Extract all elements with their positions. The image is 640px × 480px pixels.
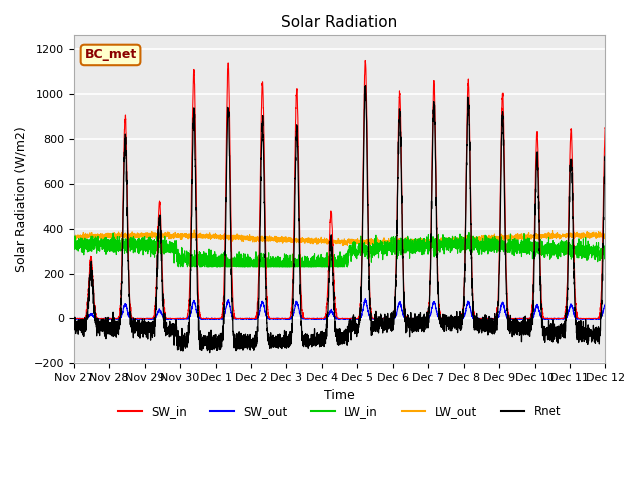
X-axis label: Time: Time: [324, 389, 355, 402]
Y-axis label: Solar Radiation (W/m2): Solar Radiation (W/m2): [15, 127, 28, 272]
Legend: SW_in, SW_out, LW_in, LW_out, Rnet: SW_in, SW_out, LW_in, LW_out, Rnet: [113, 401, 566, 423]
Title: Solar Radiation: Solar Radiation: [282, 15, 397, 30]
Text: BC_met: BC_met: [84, 48, 137, 61]
